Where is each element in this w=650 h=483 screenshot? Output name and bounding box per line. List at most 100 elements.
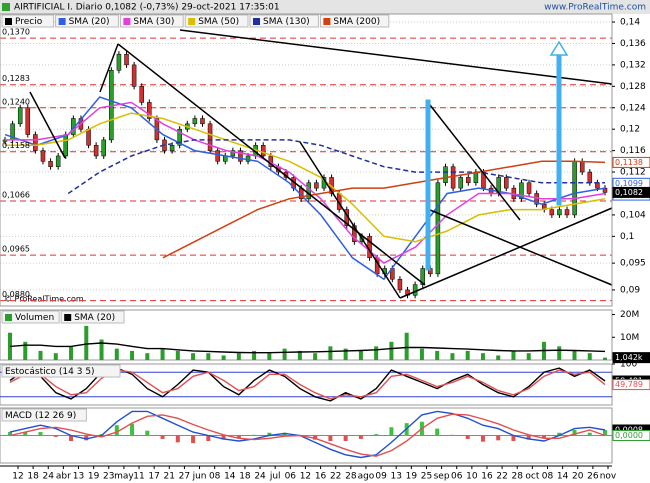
x-tick-label: 27 bbox=[179, 472, 190, 482]
legend-item bbox=[1, 310, 60, 324]
trend-line bbox=[429, 209, 613, 286]
level-label: 0,1283 bbox=[2, 74, 30, 83]
volume-bar bbox=[389, 341, 394, 360]
volume-bar bbox=[603, 357, 607, 360]
candle bbox=[564, 209, 570, 216]
x-tick-label: 24 bbox=[254, 472, 266, 482]
legend-item bbox=[184, 14, 249, 28]
legend-swatch bbox=[123, 18, 131, 25]
volume-bar bbox=[69, 346, 74, 360]
volume-bar bbox=[343, 348, 348, 360]
y-tick-label: 0,128 bbox=[620, 82, 646, 92]
x-tick-label: 12 bbox=[12, 472, 23, 482]
x-tick-label: nov bbox=[600, 472, 617, 482]
x-tick-label: 20 bbox=[572, 472, 584, 482]
histogram-bar bbox=[358, 435, 363, 439]
legend-label: SMA (50) bbox=[198, 17, 239, 27]
volume-bar bbox=[145, 353, 150, 360]
candle bbox=[435, 182, 441, 275]
histogram-bar bbox=[252, 434, 257, 436]
volume-bar bbox=[53, 353, 58, 360]
x-tick-label: 14 bbox=[224, 472, 236, 482]
candle bbox=[147, 102, 152, 119]
volume-bar bbox=[175, 350, 180, 360]
candle bbox=[169, 145, 175, 151]
candle bbox=[526, 182, 532, 194]
trend-line bbox=[429, 104, 521, 221]
y-tick-label: 0,09 bbox=[620, 285, 640, 295]
candle bbox=[549, 209, 555, 216]
legend-item bbox=[55, 14, 119, 28]
volume-bar bbox=[191, 353, 196, 360]
volume-bar bbox=[252, 350, 257, 360]
legend-swatch bbox=[323, 18, 331, 25]
x-tick-label: 17 bbox=[148, 472, 159, 482]
x-tick-label: may bbox=[114, 472, 134, 482]
y-tick-label: 0,12 bbox=[620, 125, 640, 135]
candle bbox=[207, 123, 213, 151]
x-tick-label: 26 bbox=[587, 472, 599, 482]
x-tick-label: jul bbox=[269, 472, 281, 482]
volume-bar bbox=[419, 348, 424, 360]
volume-bar bbox=[358, 350, 363, 360]
y-tick-label: 0,124 bbox=[620, 103, 646, 113]
histogram-bar bbox=[206, 435, 211, 441]
volume-bar bbox=[313, 353, 318, 360]
level-label: 0,1370 bbox=[2, 28, 30, 37]
candle bbox=[33, 134, 38, 151]
volume-bar bbox=[480, 353, 485, 360]
legend-item bbox=[249, 14, 319, 28]
signal-bar bbox=[425, 99, 431, 271]
header-title: AIRTIFICIAL I. Diario 0,1082 (-0,73%) 29… bbox=[14, 3, 280, 13]
candle bbox=[177, 128, 182, 146]
legend-label: MACD (12 26 9) bbox=[5, 411, 76, 421]
volume-bar bbox=[328, 346, 333, 360]
histogram-bar bbox=[435, 428, 440, 436]
price-label: 1,042k bbox=[615, 353, 643, 362]
indicator-line bbox=[9, 342, 606, 354]
candle bbox=[412, 284, 418, 296]
trend-line bbox=[399, 207, 613, 299]
y-tick-label: 0,116 bbox=[620, 146, 646, 156]
trend-line bbox=[99, 43, 119, 93]
volume-bar bbox=[221, 355, 226, 360]
candle bbox=[192, 118, 198, 125]
legend-swatch bbox=[253, 18, 260, 25]
histogram-bar bbox=[53, 435, 58, 437]
x-tick-label: 28 bbox=[345, 472, 357, 482]
panel-frame bbox=[0, 13, 613, 307]
candle bbox=[420, 268, 425, 285]
x-tick-label: 08 bbox=[209, 472, 221, 482]
x-tick-label: 08 bbox=[542, 472, 554, 482]
candle bbox=[124, 53, 129, 66]
histogram-bar bbox=[160, 435, 165, 439]
volume-bar bbox=[130, 350, 135, 360]
legend-swatch bbox=[188, 18, 196, 25]
y-tick-label: 0,1 bbox=[620, 232, 634, 242]
price-label-box bbox=[612, 352, 650, 364]
histogram-bar bbox=[496, 435, 501, 441]
x-tick-label: 21 bbox=[164, 472, 175, 482]
histogram-bar bbox=[221, 435, 226, 440]
histogram-bar bbox=[343, 435, 348, 441]
y-tick-label: 100 bbox=[620, 360, 637, 370]
y-tick-label: 0,14 bbox=[620, 18, 640, 28]
candle bbox=[215, 150, 220, 162]
y-tick-label: 0,112 bbox=[620, 168, 646, 178]
x-tick-label: 23 bbox=[103, 472, 114, 482]
histogram-bar bbox=[465, 435, 470, 439]
x-tick-label: abr bbox=[56, 472, 71, 482]
volume-bar bbox=[160, 348, 165, 360]
header-site: www.ProRealTime.com bbox=[544, 3, 646, 13]
volume-bar bbox=[114, 348, 119, 360]
histogram-bar bbox=[557, 432, 562, 436]
candle bbox=[86, 128, 91, 146]
candle bbox=[63, 134, 69, 157]
y-tick-label: 0,136 bbox=[620, 39, 646, 49]
x-tick-label: 19 bbox=[88, 472, 100, 482]
histogram-bar bbox=[130, 423, 135, 436]
volume-bar bbox=[526, 353, 531, 360]
level-label: 0,1066 bbox=[2, 190, 30, 199]
